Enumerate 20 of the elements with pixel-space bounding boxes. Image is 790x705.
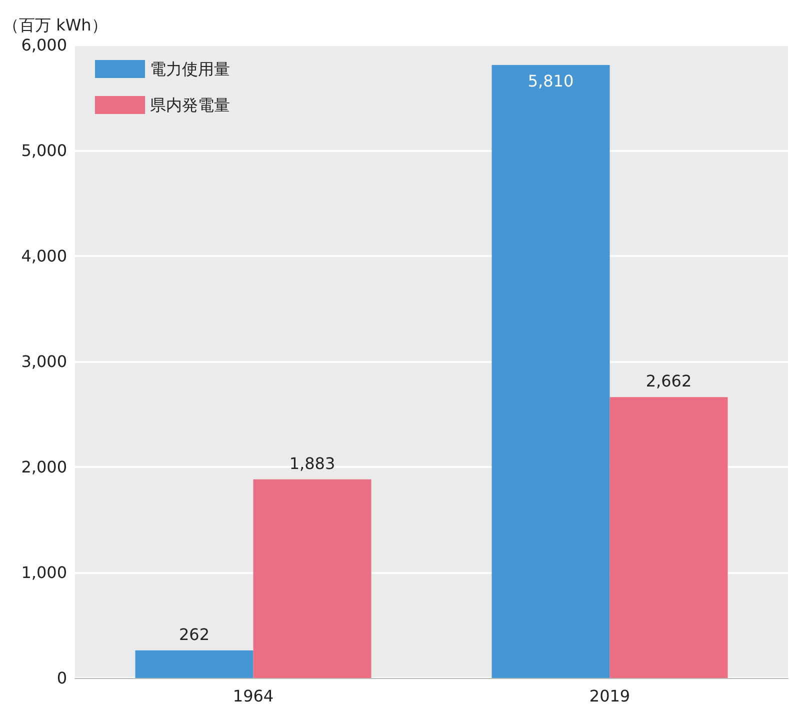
data-label: 262 bbox=[178, 624, 210, 644]
data-label: 5,810 bbox=[528, 72, 574, 91]
y-tick-label: 3,000 bbox=[21, 352, 67, 371]
legend-label: 県内発電量 bbox=[150, 96, 230, 114]
y-tick-label: 2,000 bbox=[21, 458, 67, 476]
bar bbox=[253, 479, 372, 678]
legend-label: 電力使用量 bbox=[150, 60, 230, 78]
y-tick-label: 4,000 bbox=[21, 246, 67, 266]
bar bbox=[492, 65, 610, 678]
y-tick-label: 6,000 bbox=[21, 36, 67, 54]
data-label: 1,883 bbox=[289, 454, 336, 473]
y-tick-label: 0 bbox=[56, 668, 67, 688]
x-tick-label: 2019 bbox=[589, 686, 630, 705]
bar bbox=[610, 397, 728, 678]
y-tick-label: 1,000 bbox=[21, 563, 67, 582]
y-tick-label: 5,000 bbox=[21, 141, 67, 160]
data-label: 2,662 bbox=[646, 372, 692, 391]
x-tick-label: 1964 bbox=[232, 686, 274, 705]
y-axis-title: （百万 kWh） bbox=[3, 16, 108, 34]
bar bbox=[135, 650, 254, 678]
